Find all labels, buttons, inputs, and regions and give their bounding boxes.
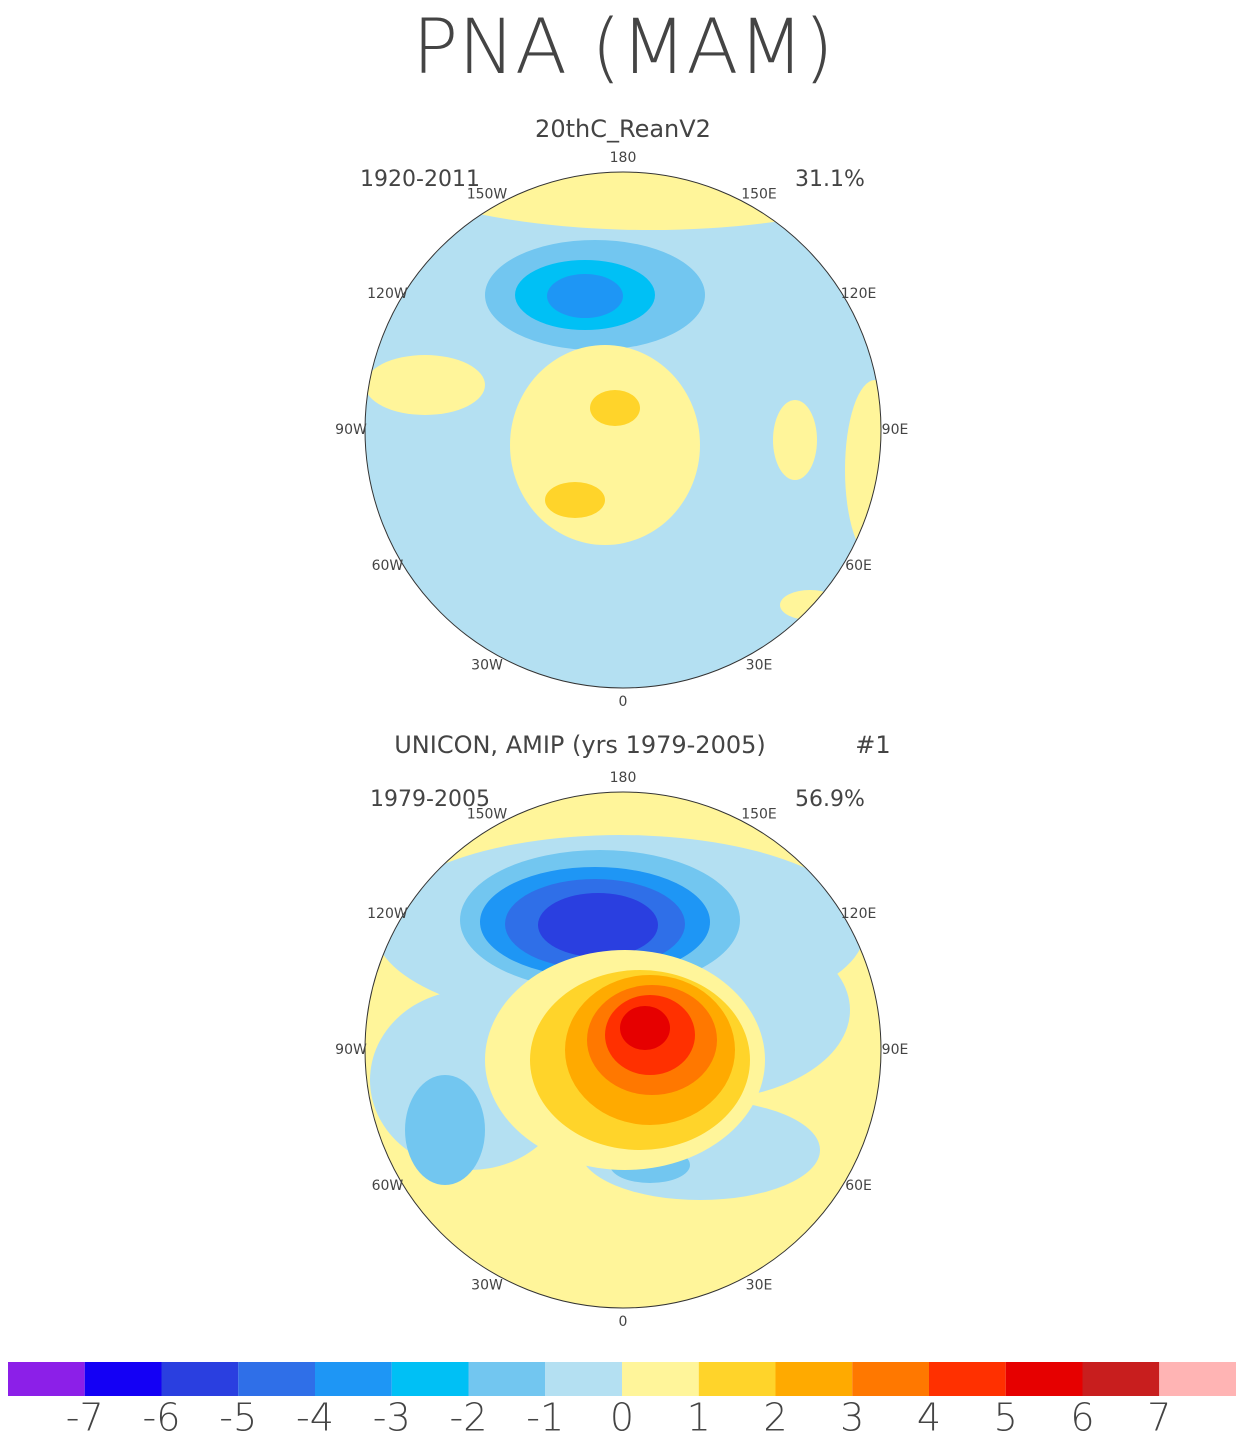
longitude-label: 0 [619, 694, 628, 710]
colorbar-swatch [161, 1362, 239, 1396]
colorbar-tick-label: 2 [763, 1396, 787, 1440]
period: 1920-2011 [360, 167, 480, 192]
colorbar-tick-label: 7 [1147, 1396, 1171, 1440]
longitude-label: 0 [619, 1314, 628, 1330]
colorbar-tick-label: 1 [687, 1396, 711, 1440]
field-map [365, 172, 881, 688]
colorbar-swatch [84, 1362, 162, 1396]
panel-title: 20thC_ReanV2 [535, 115, 711, 143]
colorbar-swatch [775, 1362, 853, 1396]
colorbar-swatch [238, 1362, 315, 1396]
longitude-label: 90W [335, 1042, 367, 1058]
colorbar-tick-label: -2 [450, 1396, 488, 1440]
colorbar-tick-label: 6 [1070, 1396, 1094, 1440]
colorbar-tick-label: -5 [219, 1396, 257, 1440]
panel-tag: #1 [855, 731, 890, 759]
colorbar-tick-label: 4 [917, 1396, 941, 1440]
colorbar-swatch [622, 1362, 699, 1396]
longitude-label: 150E [741, 186, 777, 202]
colorbar-tick-label: -6 [143, 1396, 181, 1440]
colorbar-tick-label: 5 [994, 1396, 1018, 1440]
colorbar-swatch [468, 1362, 546, 1396]
panel-title: UNICON, AMIP (yrs 1979-2005) [394, 731, 766, 759]
colorbar-swatch [391, 1362, 469, 1396]
longitude-label: 180 [610, 770, 637, 786]
longitude-label: 60E [845, 558, 872, 574]
longitude-label: 30E [746, 1278, 773, 1294]
colorbar-swatch [1005, 1362, 1083, 1396]
colorbar: -7 -6 -5 -4 -3 -2 -1 0 1 2 3 4 5 6 7 [8, 1362, 1236, 1440]
variance: 31.1% [795, 167, 865, 192]
longitude-label: 90E [882, 1042, 909, 1058]
longitude-label: 150W [467, 186, 508, 202]
colorbar-swatch [1159, 1362, 1236, 1396]
map-border [364, 791, 882, 1309]
longitude-label: 120W [367, 286, 408, 302]
longitude-label: 150E [741, 806, 777, 822]
colorbar-swatch [1082, 1362, 1160, 1396]
colorbar-swatch [8, 1362, 85, 1396]
longitude-label: 120E [841, 906, 877, 922]
colorbar-tick-label: -4 [296, 1396, 334, 1440]
title: PNA (MAM) [412, 2, 833, 91]
colorbar-tick-label: 3 [840, 1396, 864, 1440]
colorbar-swatch [852, 1362, 929, 1396]
period: 1979-2005 [370, 787, 490, 812]
longitude-label: 60W [372, 558, 404, 574]
longitude-labels: 180 150E 120E 90E 60E 30E 0 30W 60W 90W 120W 150W [335, 150, 908, 710]
longitude-label: 90E [882, 422, 909, 438]
longitude-label: 30E [746, 658, 773, 674]
longitude-label: 120W [367, 906, 408, 922]
colorbar-tick-label: -3 [373, 1396, 411, 1440]
colorbar-tick-label: -1 [526, 1396, 564, 1440]
longitude-label: 60E [845, 1178, 872, 1194]
variance: 56.9% [795, 787, 865, 812]
colorbar-swatch [545, 1362, 622, 1396]
longitude-label: 30W [471, 658, 503, 674]
map-border [364, 171, 882, 689]
colorbar-swatch [315, 1362, 392, 1396]
colorbar-tick-label: -7 [66, 1396, 104, 1440]
longitude-label: 120E [841, 286, 877, 302]
colorbar-swatch [929, 1362, 1006, 1396]
colorbar-swatch [698, 1362, 776, 1396]
longitude-label: 90W [335, 422, 367, 438]
colorbar-tick-label: 0 [610, 1396, 634, 1440]
longitude-label: 30W [471, 1278, 503, 1294]
longitude-label: 150W [467, 806, 508, 822]
longitude-label: 180 [610, 150, 637, 166]
field-map [365, 792, 881, 1308]
longitude-label: 60W [372, 1178, 404, 1194]
longitude-labels: 180 150E 120E 90E 60E 30E 0 30W 60W 90W 120W 150W [335, 770, 908, 1330]
